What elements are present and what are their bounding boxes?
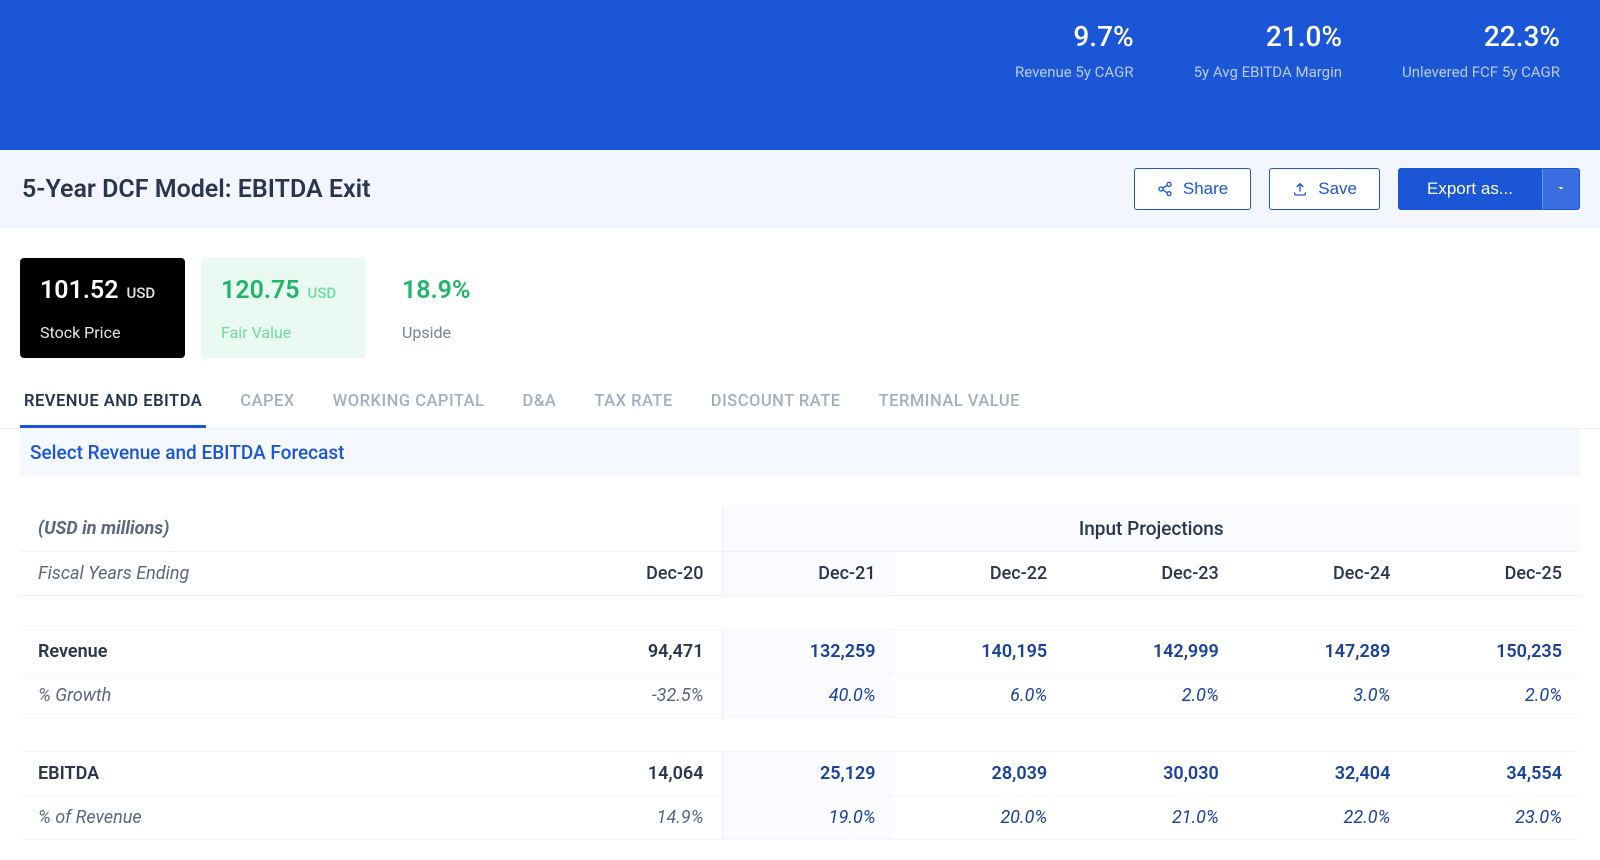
historical-cell: -32.5%: [550, 674, 722, 718]
projection-cell[interactable]: 20.0%: [894, 796, 1066, 840]
projection-cell[interactable]: 140,195: [894, 630, 1066, 674]
share-button-label: Share: [1183, 179, 1228, 199]
projection-cell[interactable]: 19.0%: [722, 796, 894, 840]
hero-metric: 21.0% 5y Avg EBITDA Margin: [1194, 20, 1342, 81]
year-header: Dec-25: [1408, 552, 1580, 596]
hero-metric-label: Unlevered FCF 5y CAGR: [1402, 63, 1560, 81]
projection-cell[interactable]: 28,039: [894, 752, 1066, 796]
table-row: EBITDA14,06425,12928,03930,03032,40434,5…: [20, 752, 1580, 796]
hero-banner: 9.7% Revenue 5y CAGR 21.0% 5y Avg EBITDA Ma…: [0, 0, 1600, 150]
stock-price-label: Stock Price: [40, 323, 165, 342]
hero-metric-value: 9.7%: [994, 20, 1134, 53]
historical-cell: 14,064: [550, 752, 722, 796]
summary-cards: 101.52 USD Stock Price 120.75 USD Fair V…: [0, 228, 1600, 378]
projection-cell[interactable]: 34,554: [1408, 752, 1580, 796]
stock-price-unit: USD: [127, 284, 156, 302]
projection-cell[interactable]: 2.0%: [1408, 674, 1580, 718]
projection-table-wrap: (USD in millions)Input Projections Fiscal…: [0, 476, 1600, 840]
projection-table: (USD in millions)Input Projections Fiscal…: [20, 506, 1580, 840]
projection-cell[interactable]: 25,129: [722, 752, 894, 796]
stock-price-value: 101.52: [40, 276, 119, 305]
year-header: Dec-21: [722, 552, 894, 596]
stock-price-card: 101.52 USD Stock Price: [20, 258, 185, 358]
save-button-label: Save: [1318, 179, 1357, 199]
fair-value-label: Fair Value: [221, 323, 346, 342]
page-title: 5-Year DCF Model: EBITDA Exit: [20, 175, 371, 204]
projection-cell[interactable]: 30,030: [1065, 752, 1237, 796]
fair-value-card: 120.75 USD Fair Value: [201, 258, 366, 358]
year-header: Dec-23: [1065, 552, 1237, 596]
projection-cell[interactable]: 3.0%: [1237, 674, 1409, 718]
save-button[interactable]: Save: [1269, 168, 1380, 210]
title-bar: 5-Year DCF Model: EBITDA Exit Share Save…: [0, 150, 1600, 228]
export-button-label: Export as...: [1427, 179, 1513, 199]
input-projections-header: Input Projections: [722, 506, 1580, 552]
table-row: Revenue94,471132,259140,195142,999147,28…: [20, 630, 1580, 674]
hero-metric-value: 21.0%: [1194, 20, 1342, 53]
projection-cell[interactable]: 23.0%: [1408, 796, 1580, 840]
projection-cell[interactable]: 6.0%: [894, 674, 1066, 718]
tab-bar: REVENUE AND EBITDA CAPEX WORKING CAPITAL D&…: [0, 378, 1600, 429]
hero-metric-value: 22.3%: [1402, 20, 1560, 53]
hero-metric-label: Revenue 5y CAGR: [994, 63, 1134, 81]
upside-value: 18.9%: [402, 276, 470, 305]
tab-discount-rate[interactable]: DISCOUNT RATE: [707, 378, 845, 428]
historical-cell: 94,471: [550, 630, 722, 674]
projection-cell[interactable]: 40.0%: [722, 674, 894, 718]
projection-cell[interactable]: 150,235: [1408, 630, 1580, 674]
projection-cell[interactable]: 142,999: [1065, 630, 1237, 674]
unit-note: (USD in millions): [20, 506, 722, 552]
fair-value-value: 120.75: [221, 276, 300, 305]
row-label: EBITDA: [20, 752, 550, 796]
tab-revenue-and-ebitda[interactable]: REVENUE AND EBITDA: [20, 378, 206, 428]
chevron-down-icon: [1555, 182, 1567, 197]
projection-cell[interactable]: 2.0%: [1065, 674, 1237, 718]
historical-cell: 14.9%: [550, 796, 722, 840]
share-button[interactable]: Share: [1134, 168, 1251, 210]
fye-label: Fiscal Years Ending: [20, 552, 550, 596]
upside-label: Upside: [402, 323, 527, 342]
projection-cell[interactable]: 132,259: [722, 630, 894, 674]
row-label: % of Revenue: [20, 796, 550, 840]
forecast-selector-row: Select Revenue and EBITDA Forecast: [20, 429, 1580, 476]
fair-value-unit: USD: [308, 284, 337, 302]
projection-cell[interactable]: 21.0%: [1065, 796, 1237, 840]
tab-d-a[interactable]: D&A: [519, 378, 561, 428]
export-button-group: Export as...: [1398, 168, 1580, 210]
projection-cell[interactable]: 147,289: [1237, 630, 1409, 674]
export-dropdown-toggle[interactable]: [1542, 168, 1580, 210]
row-label: Revenue: [20, 630, 550, 674]
share-icon: [1157, 181, 1173, 197]
tab-working-capital[interactable]: WORKING CAPITAL: [329, 378, 489, 428]
tab-terminal-value[interactable]: TERMINAL VALUE: [875, 378, 1024, 428]
table-head: (USD in millions)Input Projections Fiscal…: [20, 506, 1580, 596]
hero-metric: 9.7% Revenue 5y CAGR: [994, 20, 1134, 81]
year-header: Dec-20: [550, 552, 722, 596]
row-label: % Growth: [20, 674, 550, 718]
upside-card: 18.9% Upside: [382, 258, 547, 358]
upload-icon: [1292, 181, 1308, 197]
table-row: % Growth-32.5%40.0%6.0%2.0%3.0%2.0%: [20, 674, 1580, 718]
year-header: Dec-24: [1237, 552, 1409, 596]
projection-cell[interactable]: 32,404: [1237, 752, 1409, 796]
year-header: Dec-22: [894, 552, 1066, 596]
table-row: % of Revenue14.9%19.0%20.0%21.0%22.0%23.…: [20, 796, 1580, 840]
action-bar: Share Save Export as...: [1134, 168, 1580, 210]
export-button[interactable]: Export as...: [1398, 168, 1542, 210]
tab-tax-rate[interactable]: TAX RATE: [590, 378, 676, 428]
select-forecast-link[interactable]: Select Revenue and EBITDA Forecast: [30, 441, 344, 464]
tab-capex[interactable]: CAPEX: [236, 378, 298, 428]
hero-metric-label: 5y Avg EBITDA Margin: [1194, 63, 1342, 81]
hero-metric: 22.3% Unlevered FCF 5y CAGR: [1402, 20, 1560, 81]
projection-cell[interactable]: 22.0%: [1237, 796, 1409, 840]
hero-metrics: 9.7% Revenue 5y CAGR 21.0% 5y Avg EBITDA Ma…: [994, 20, 1560, 81]
table-body: Revenue94,471132,259140,195142,999147,28…: [20, 596, 1580, 840]
